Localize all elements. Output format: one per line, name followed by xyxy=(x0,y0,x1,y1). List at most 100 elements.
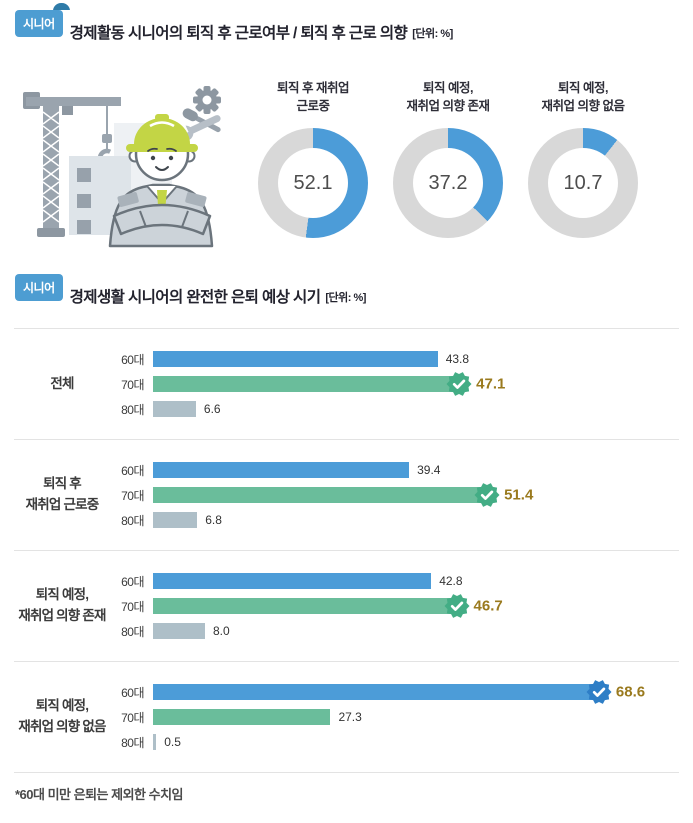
donut-value: 37.2 xyxy=(428,171,468,194)
ribbon-label: 시니어 xyxy=(23,281,55,295)
group-label: 퇴직 예정, 재취업 의향 없음 xyxy=(14,696,110,738)
donut-label-line: 퇴직 예정, xyxy=(558,81,608,95)
age-label: 60대 xyxy=(121,352,144,367)
group-label-line: 퇴직 후 xyxy=(43,476,82,492)
donut-label-line: 퇴직 예정, xyxy=(423,81,473,95)
donut-ring: 10.7 xyxy=(528,128,638,238)
age-label: 70대 xyxy=(121,599,144,614)
bar-value: 27.3 xyxy=(338,710,362,724)
bar xyxy=(153,351,438,367)
donut-ring: 52.1 xyxy=(258,128,368,238)
donut-label-line: 재취업 의향 존재 xyxy=(406,98,490,113)
bar xyxy=(153,709,331,725)
donut-charts: 퇴직 후 재취업 근로중 52.1 퇴직 예정, 재취업 의향 존재 37.2 xyxy=(254,80,642,238)
worker-figure xyxy=(108,114,214,248)
age-label: 60대 xyxy=(121,685,144,700)
bar-value: 42.8 xyxy=(439,574,463,588)
senior-ribbon-badge: 시니어 xyxy=(15,3,70,37)
construction-worker-illustration xyxy=(23,86,221,248)
section-retirement-timing: 시니어 경제생활 시니어의 완전한 은퇴 예상 시기 [단위: %] 전체 60… xyxy=(0,267,693,803)
bar-row: 80대 6.6 xyxy=(110,401,679,417)
age-label: 80대 xyxy=(121,735,144,750)
section2-header: 시니어 경제생활 시니어의 완전한 은퇴 예상 시기 [단위: %] xyxy=(15,267,693,306)
bar-track: 47.1 xyxy=(153,372,679,396)
bar-group-total: 전체 60대 43.8 70대 47.1 xyxy=(14,328,679,439)
donut-ring: 37.2 xyxy=(393,128,503,238)
donut-label-line: 근로중 xyxy=(296,98,330,113)
donut-chart-intend-reemploy: 퇴직 예정, 재취업 의향 존재 37.2 xyxy=(389,80,507,238)
ribbon-label: 시니어 xyxy=(23,17,55,31)
bar xyxy=(153,684,599,700)
section-employment-status: 시니어 경제활동 시니어의 퇴직 후 근로여부 / 퇴직 후 근로 의향 [단위… xyxy=(0,3,693,248)
donut-chart-no-intent: 퇴직 예정, 재취업 의향 없음 10.7 xyxy=(524,80,642,238)
bar-track: 43.8 xyxy=(153,351,679,367)
bar-value-highlighted: 47.1 xyxy=(476,375,506,393)
bar xyxy=(153,376,460,392)
bar-track: 6.8 xyxy=(153,512,679,528)
bar-rows: 60대 39.4 70대 51.4 80대 xyxy=(110,462,679,528)
age-label: 80대 xyxy=(121,402,144,417)
bar-value: 6.6 xyxy=(203,402,221,416)
check-seal-icon xyxy=(444,594,470,618)
age-label: 70대 xyxy=(121,377,144,392)
bar-track: 46.7 xyxy=(153,594,679,618)
bar-row: 60대 68.6 xyxy=(110,680,679,704)
bar xyxy=(153,462,410,478)
bar-value-highlighted: 68.6 xyxy=(615,683,646,701)
section2-title: 경제생활 시니어의 완전한 은퇴 예상 시기 xyxy=(69,288,321,306)
bar-value: 8.0 xyxy=(213,624,230,638)
group-label-line: 재취업 근로중 xyxy=(25,497,99,512)
age-label: 80대 xyxy=(121,513,144,528)
age-label: 60대 xyxy=(121,574,144,589)
bar xyxy=(153,487,488,503)
section1-title: 경제활동 시니어의 퇴직 후 근로여부 / 퇴직 후 근로 의향 xyxy=(69,24,408,42)
age-label: 70대 xyxy=(121,710,144,725)
bar-chart: 전체 60대 43.8 70대 47.1 xyxy=(14,328,679,803)
bar-value: 39.4 xyxy=(417,463,441,477)
bar-row: 70대 46.7 xyxy=(110,594,679,618)
section1-header: 시니어 경제활동 시니어의 퇴직 후 근로여부 / 퇴직 후 근로 의향 [단위… xyxy=(15,3,693,42)
bar-row: 60대 43.8 xyxy=(110,351,679,367)
bar-track: 39.4 xyxy=(153,462,679,478)
donut-value: 10.7 xyxy=(563,171,603,194)
bar-track: 51.4 xyxy=(153,483,679,507)
section2-unit-label: [단위: %] xyxy=(325,292,366,304)
gear-icon xyxy=(193,86,221,114)
bar-row: 60대 42.8 xyxy=(110,573,679,589)
age-label: 60대 xyxy=(121,463,144,478)
group-label-line: 재취업 의향 존재 xyxy=(18,608,106,623)
bar-value-highlighted: 51.4 xyxy=(504,486,534,504)
bar-row: 80대 6.8 xyxy=(110,512,679,528)
bar-rows: 60대 43.8 70대 47.1 80대 xyxy=(110,351,679,417)
donut-label-line: 퇴직 후 재취업 xyxy=(277,81,349,95)
bar xyxy=(153,623,205,639)
bar xyxy=(153,598,457,614)
group-label: 퇴직 예정, 재취업 의향 존재 xyxy=(14,585,110,627)
group-label-line: 전체 xyxy=(50,375,74,391)
bar-row: 70대 47.1 xyxy=(110,372,679,396)
section1-content: 퇴직 후 재취업 근로중 52.1 퇴직 예정, 재취업 의향 존재 37.2 xyxy=(20,68,683,248)
chart-footnote: *60대 미만 은퇴는 제외한 수치임 xyxy=(14,772,679,803)
bar-rows: 60대 68.6 70대 27.3 80대 xyxy=(110,680,679,750)
bar-row: 70대 51.4 xyxy=(110,483,679,507)
group-label-line: 퇴직 예정, xyxy=(35,698,89,714)
bar-rows: 60대 42.8 70대 46.7 80대 xyxy=(110,573,679,639)
bar-track: 42.8 xyxy=(153,573,679,589)
bar-row: 70대 27.3 xyxy=(110,709,679,725)
bar-group-reemployed: 퇴직 후 재취업 근로중 60대 39.4 70대 51.4 xyxy=(14,439,679,550)
donut-value: 52.1 xyxy=(293,171,333,194)
group-label-line: 퇴직 예정, xyxy=(35,587,89,603)
donut-label: 퇴직 후 재취업 근로중 xyxy=(254,80,372,120)
bar-track: 8.0 xyxy=(153,623,679,639)
bar xyxy=(153,512,198,528)
donut-label-line: 재취업 의향 없음 xyxy=(541,98,625,113)
bar-value: 0.5 xyxy=(164,735,181,749)
check-seal-icon xyxy=(586,680,612,704)
bar-row: 80대 8.0 xyxy=(110,623,679,639)
check-seal-icon xyxy=(446,372,472,396)
section1-unit-label: [단위: %] xyxy=(412,28,453,40)
bar-group-intend-reemploy: 퇴직 예정, 재취업 의향 존재 60대 42.8 70대 46.7 xyxy=(14,550,679,661)
donut-label: 퇴직 예정, 재취업 의향 존재 xyxy=(389,80,507,120)
bar xyxy=(153,734,157,750)
group-label: 퇴직 후 재취업 근로중 xyxy=(14,474,110,516)
